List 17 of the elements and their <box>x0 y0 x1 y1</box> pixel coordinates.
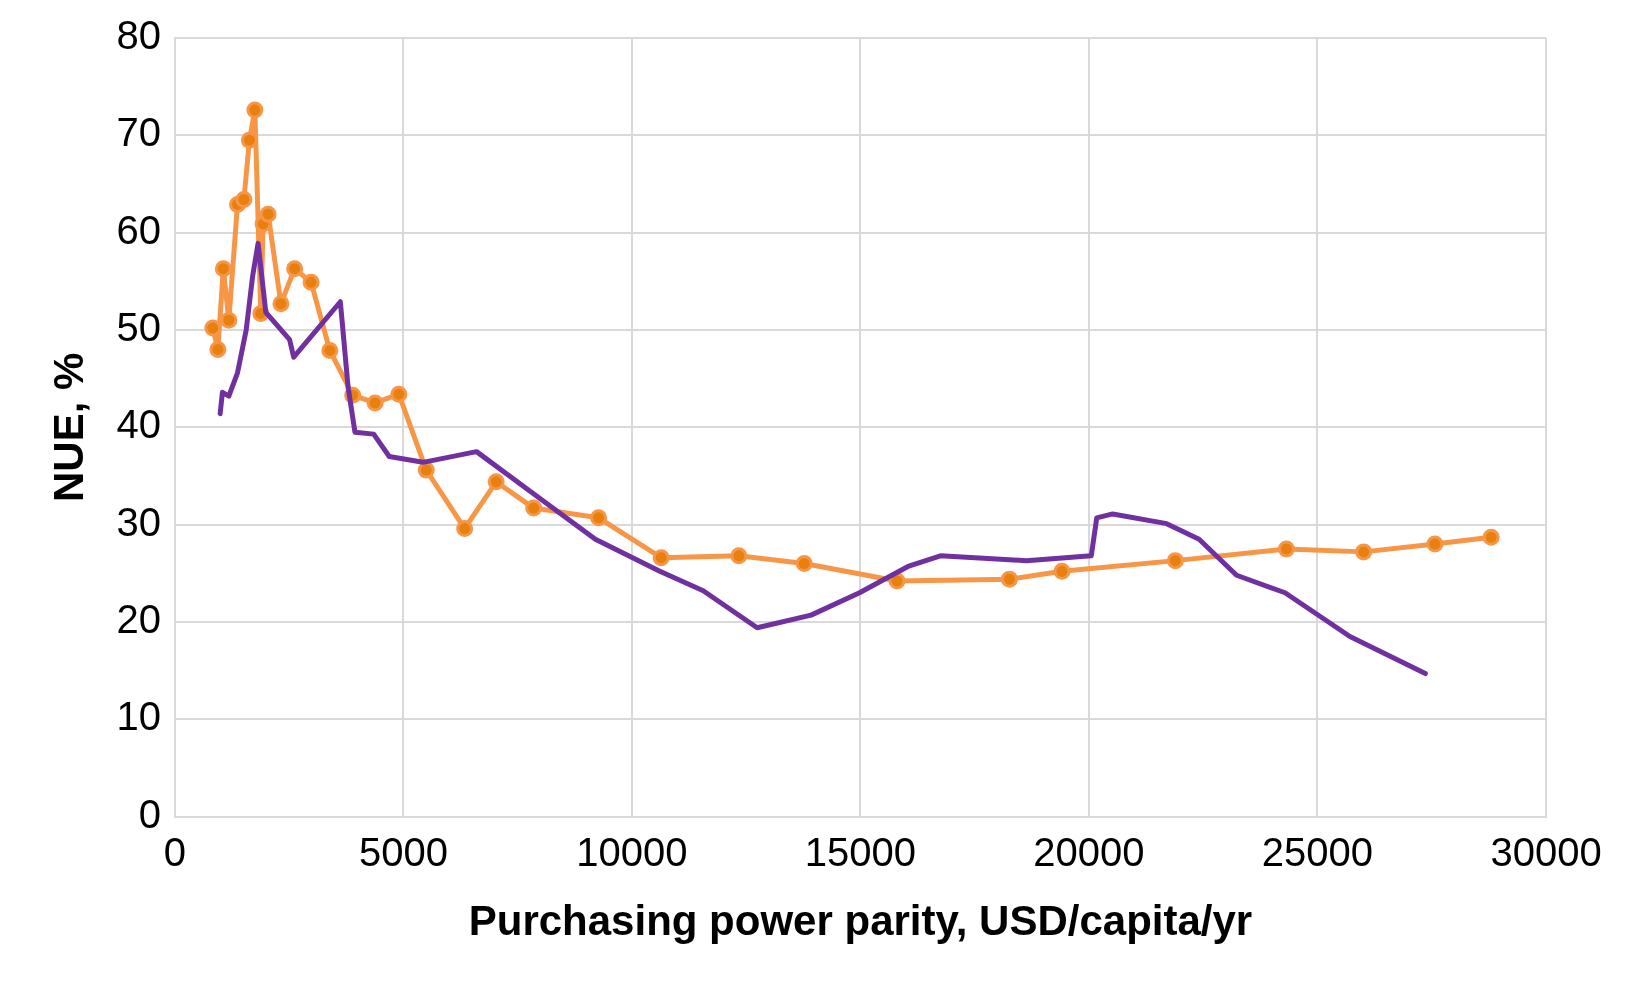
y-tick-label: 10 <box>116 694 161 739</box>
y-tick-label: 80 <box>116 13 161 58</box>
y-tick-label: 30 <box>116 499 161 544</box>
x-tick-label: 5000 <box>358 829 448 874</box>
y-tick-label: 0 <box>138 791 161 836</box>
y-tick-label: 50 <box>116 305 161 350</box>
y-tick-label: 70 <box>116 110 161 155</box>
x-tick-label: 30000 <box>1490 829 1602 874</box>
y-tick-label: 40 <box>116 402 161 447</box>
y-tick-label: 20 <box>116 596 161 641</box>
x-axis-title: Purchasing power parity, USD/capita/yr <box>468 897 1253 945</box>
y-axis-title: NUE, % <box>44 352 92 502</box>
x-tick-label: 10000 <box>576 829 688 874</box>
x-tick-label: 25000 <box>1261 829 1374 874</box>
y-tick-label: 60 <box>116 207 161 252</box>
x-tick-label: 20000 <box>1033 829 1145 874</box>
x-tick-label: 15000 <box>804 829 917 874</box>
